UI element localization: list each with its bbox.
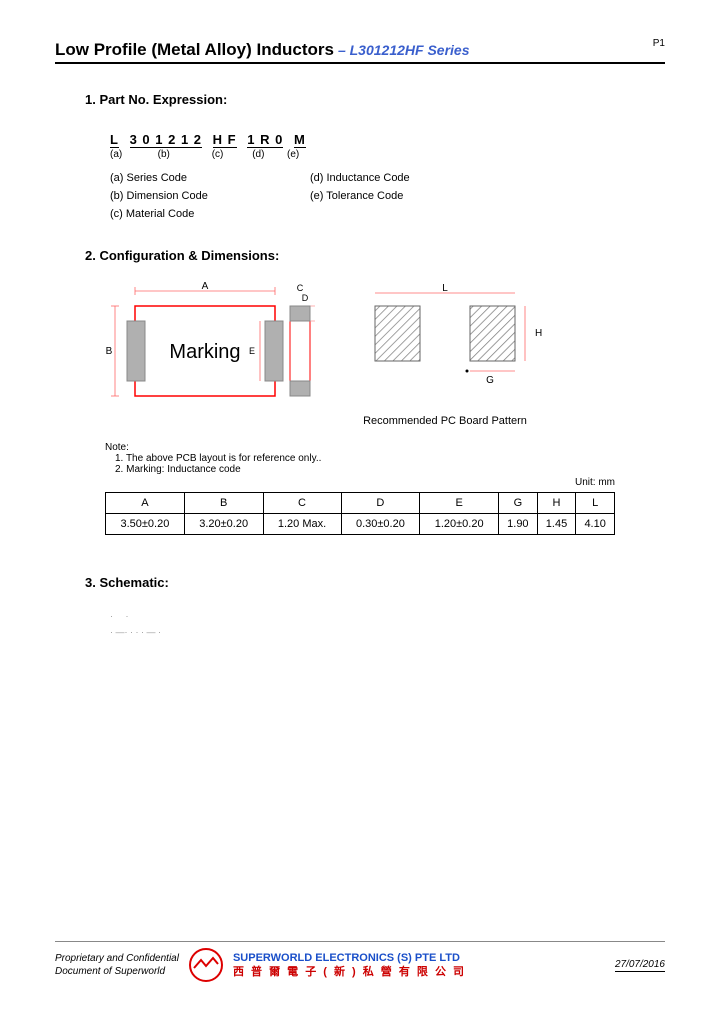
pn-group-b: 3 0 1 2 1 2 xyxy=(130,132,202,148)
legend-b: (b) Dimension Code xyxy=(110,190,310,202)
table-value-row: 3.50±0.20 3.20±0.20 1.20 Max. 0.30±0.20 … xyxy=(106,514,615,535)
section-2-heading: 2. Configuration & Dimensions: xyxy=(85,248,665,263)
dim-e-label: E xyxy=(249,346,255,356)
th-a: A xyxy=(106,493,185,514)
footer: Proprietary and Confidential Document of… xyxy=(55,941,665,982)
legend-e: (e) Tolerance Code xyxy=(310,190,403,202)
td-b: 3.20±0.20 xyxy=(184,514,263,535)
td-d: 0.30±0.20 xyxy=(341,514,420,535)
marking-text: Marking xyxy=(169,341,240,363)
title-main: Low Profile (Metal Alloy) Inductors xyxy=(55,40,334,60)
th-b: B xyxy=(184,493,263,514)
dimensions-table: A B C D E G H L 3.50±0.20 3.20±0.20 1.20… xyxy=(105,492,615,535)
pn-label-e: (e) xyxy=(283,149,303,160)
note-2: 2. Marking: Inductance code xyxy=(115,464,665,475)
th-g: G xyxy=(499,493,538,514)
pn-group-d: 1 R 0 xyxy=(247,132,283,148)
section-3-heading: 3. Schematic: xyxy=(85,575,665,590)
diagrams-row: A B Marking E D C xyxy=(105,281,665,427)
th-d: D xyxy=(341,493,420,514)
th-h: H xyxy=(537,493,576,514)
company-logo xyxy=(189,948,223,982)
pn-label-a: (a) xyxy=(110,149,126,160)
td-e: 1.20±0.20 xyxy=(420,514,499,535)
th-c: C xyxy=(263,493,341,514)
unit-label: Unit: mm xyxy=(55,477,615,488)
td-c: 1.20 Max. xyxy=(263,514,341,535)
pn-group-a: L xyxy=(110,132,119,148)
pcb-pattern-diagram: L H G Recommended PC Board Pattern xyxy=(345,281,545,427)
title-sub: – L301212HF Series xyxy=(338,42,470,58)
footer-proprietary: Proprietary and Confidential Document of… xyxy=(55,952,179,978)
dim-d-label: D xyxy=(302,293,309,303)
legend-d: (d) Inductance Code xyxy=(310,172,410,184)
pn-group-e: M xyxy=(294,132,306,148)
company-name: SUPERWORLD ELECTRONICS (S) PTE LTD 西 普 爾… xyxy=(233,951,466,980)
notes-block: Note: 1. The above PCB layout is for ref… xyxy=(105,442,665,475)
th-l: L xyxy=(576,493,615,514)
company-cn: 西 普 爾 電 子 ( 新 ) 私 營 有 限 公 司 xyxy=(233,965,466,979)
pn-label-c: (c) xyxy=(202,149,234,160)
dim-g-label: G xyxy=(486,375,494,386)
legend-c: (c) Material Code xyxy=(110,208,310,220)
pcb-svg: L H G xyxy=(345,281,545,406)
td-h: 1.45 xyxy=(537,514,576,535)
table-header-row: A B C D E G H L xyxy=(106,493,615,514)
pn-label-d: (d) xyxy=(236,149,280,160)
top-view-svg: A B Marking E D C xyxy=(105,281,315,411)
part-number: L 3 0 1 2 1 2 H F 1 R 0 M xyxy=(110,132,665,147)
company-en: SUPERWORLD ELECTRONICS (S) PTE LTD xyxy=(233,951,466,965)
pn-label-b: (b) xyxy=(129,149,199,160)
pcb-caption: Recommended PC Board Pattern xyxy=(345,415,545,427)
dim-l-label: L xyxy=(442,283,448,294)
pn-group-c: H F xyxy=(213,132,237,148)
notes-heading: Note: xyxy=(105,442,665,453)
legend-a: (a) Series Code xyxy=(110,172,310,184)
page-number: P1 xyxy=(653,38,665,49)
td-l: 4.10 xyxy=(576,514,615,535)
td-g: 1.90 xyxy=(499,514,538,535)
footer-line-2: Document of Superworld xyxy=(55,965,179,978)
schematic-placeholder: · · · —· · · · — · xyxy=(110,608,665,640)
dim-a-label: A xyxy=(202,281,209,292)
part-number-labels: (a) (b) (c) (d) (e) xyxy=(110,149,665,160)
td-a: 3.50±0.20 xyxy=(106,514,185,535)
dim-c-label: C xyxy=(297,283,304,293)
title-row: Low Profile (Metal Alloy) Inductors – L3… xyxy=(55,40,665,64)
footer-line-1: Proprietary and Confidential xyxy=(55,952,179,965)
footer-date: 27/07/2016 xyxy=(615,959,665,972)
dim-h-label: H xyxy=(535,328,542,339)
dim-b-label: B xyxy=(106,346,113,357)
th-e: E xyxy=(420,493,499,514)
legend: (a) Series Code (d) Inductance Code (b) … xyxy=(110,172,665,220)
top-view-diagram: A B Marking E D C xyxy=(105,281,315,416)
part-number-block: L 3 0 1 2 1 2 H F 1 R 0 M (a) (b) (c) (d… xyxy=(110,132,665,160)
note-1: 1. The above PCB layout is for reference… xyxy=(115,453,665,464)
section-1-heading: 1. Part No. Expression: xyxy=(85,92,665,107)
